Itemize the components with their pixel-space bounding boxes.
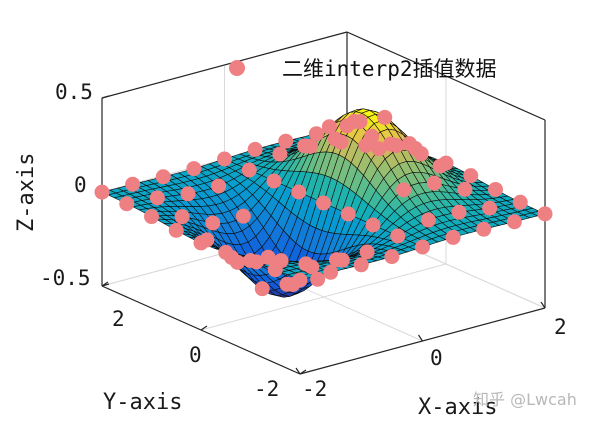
- data-point: [243, 253, 258, 269]
- data-point: [267, 262, 283, 278]
- data-point: [298, 256, 314, 272]
- data-point: [353, 257, 369, 273]
- data-point: [119, 196, 135, 212]
- data-point: [174, 209, 190, 225]
- data-point: [321, 119, 337, 135]
- data-point: [346, 114, 362, 130]
- data-point: [211, 178, 227, 194]
- data-point: [193, 235, 209, 251]
- data-point: [291, 184, 307, 200]
- data-point: [297, 138, 313, 154]
- z-axis-label: Z-axis: [14, 152, 39, 232]
- legend-label: 二维interp2插值数据: [282, 57, 497, 81]
- watermark: 知乎 @Lwcah: [473, 390, 577, 409]
- data-point: [365, 217, 381, 233]
- data-point: [241, 162, 257, 178]
- data-point: [329, 252, 344, 268]
- data-point: [457, 181, 473, 197]
- grid-line: [200, 263, 447, 331]
- data-point: [218, 244, 234, 260]
- x-axis-label: X-axis: [418, 395, 498, 420]
- data-point: [323, 264, 339, 280]
- data-point: [149, 190, 165, 206]
- z-tick-label: -0.5: [40, 266, 91, 290]
- data-point: [260, 249, 276, 265]
- data-point: [432, 158, 448, 174]
- data-point: [340, 206, 356, 222]
- x-tick: [418, 334, 423, 342]
- data-point: [155, 169, 171, 185]
- y-tick: [299, 369, 307, 375]
- data-point: [272, 146, 288, 162]
- data-point: [463, 168, 479, 184]
- data-point: [94, 184, 110, 200]
- data-point: [254, 281, 270, 297]
- data-point: [383, 136, 399, 152]
- y-tick-label: 2: [112, 307, 125, 331]
- data-point: [482, 200, 498, 216]
- data-point: [327, 131, 343, 147]
- box-edge: [346, 31, 546, 121]
- z-tick-label: 0.5: [55, 80, 93, 104]
- data-point: [371, 141, 387, 157]
- x-tick-label: -2: [302, 377, 328, 401]
- x-tick-label: 0: [430, 346, 443, 370]
- data-point: [205, 215, 221, 231]
- data-point: [537, 206, 553, 222]
- data-point: [402, 136, 417, 152]
- legend-marker: [229, 60, 245, 76]
- data-point: [235, 208, 251, 224]
- data-point: [279, 276, 295, 292]
- data-point: [488, 181, 503, 197]
- data-point: [217, 151, 232, 167]
- data-point: [278, 133, 294, 149]
- data-point: [420, 212, 436, 228]
- data-point: [451, 204, 467, 220]
- data-point: [308, 126, 324, 142]
- data-point: [476, 221, 492, 237]
- data-point: [186, 161, 202, 177]
- y-axis-label: Y-axis: [103, 390, 183, 415]
- data-point: [377, 109, 393, 125]
- data-point: [390, 228, 406, 244]
- y-tick-label: 0: [189, 343, 202, 367]
- data-point: [506, 214, 522, 230]
- x-tick: [540, 301, 546, 309]
- y-tick-label: -2: [254, 377, 280, 401]
- x-tick-label: 2: [554, 315, 567, 339]
- data-point: [180, 186, 196, 202]
- data-point: [358, 137, 374, 153]
- y-tick: [101, 281, 109, 287]
- data-point: [266, 173, 282, 189]
- data-point: [310, 271, 326, 287]
- data-point: [512, 194, 528, 210]
- x-tick: [295, 367, 301, 375]
- box-edge: [101, 31, 348, 99]
- data-point: [144, 209, 159, 225]
- data-point: [384, 249, 400, 265]
- data-point: [168, 222, 184, 238]
- data-point: [316, 195, 331, 211]
- z-tick-label: 0: [74, 173, 87, 197]
- data-point: [426, 175, 442, 191]
- data-point: [125, 176, 141, 192]
- data-point: [292, 272, 308, 288]
- y-tick: [200, 325, 208, 331]
- z-tick: [101, 95, 110, 99]
- data-point: [359, 244, 375, 260]
- data-point: [247, 141, 263, 157]
- data-point: [415, 239, 430, 255]
- data-point: [445, 229, 461, 245]
- data-point: [396, 182, 412, 198]
